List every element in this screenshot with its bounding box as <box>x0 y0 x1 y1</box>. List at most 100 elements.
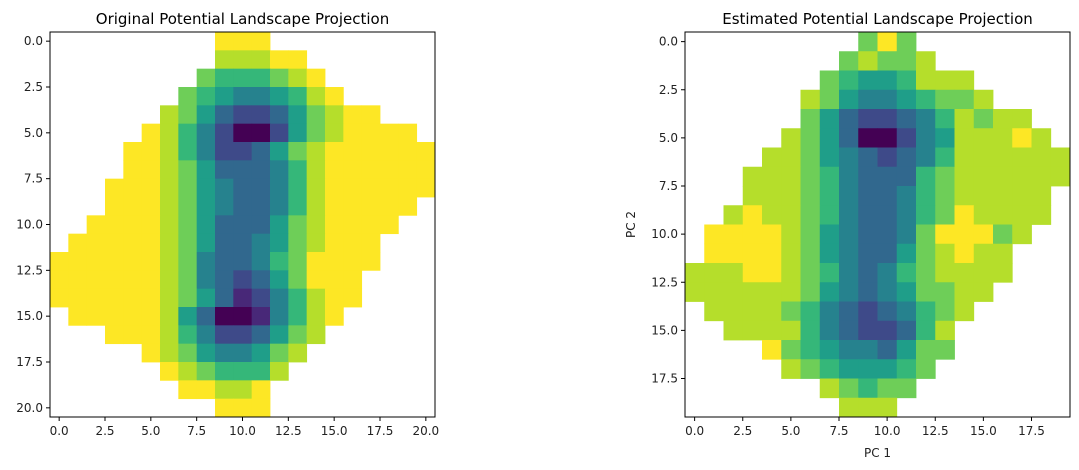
y-tick-label: 10.0 <box>16 218 43 232</box>
heatmap-cell <box>178 270 198 290</box>
heatmap-cell <box>800 243 821 264</box>
heatmap-cell <box>196 87 216 106</box>
y-tick-label: 15.0 <box>16 309 43 323</box>
heatmap-cell <box>877 205 898 225</box>
heatmap-cell <box>178 288 198 308</box>
heatmap-cell <box>325 270 344 290</box>
heatmap-cell <box>1031 128 1052 148</box>
heatmap-cell <box>819 320 840 341</box>
heatmap-cell <box>325 215 344 235</box>
heatmap-cell <box>361 178 381 198</box>
heatmap-cell <box>819 282 840 302</box>
heatmap-cell <box>819 301 840 322</box>
heatmap-cell <box>742 282 763 302</box>
heatmap-cell <box>896 70 917 91</box>
heatmap-cell <box>877 147 898 168</box>
heatmap-cell <box>993 224 1013 245</box>
heatmap-cell <box>251 87 271 106</box>
x-axis-label: PC 1 <box>864 446 891 460</box>
heatmap-cell <box>178 142 198 161</box>
heatmap-cell <box>288 325 308 345</box>
heatmap-cell <box>215 398 234 418</box>
heatmap-cell <box>916 147 936 168</box>
heatmap-cell <box>723 301 744 322</box>
axes-frame <box>684 31 1071 418</box>
x-tick-label: 20.0 <box>412 424 439 438</box>
heatmap-cell <box>380 142 399 161</box>
heatmap-cell <box>141 288 161 308</box>
heatmap-cell <box>935 205 955 225</box>
heatmap-cell <box>819 340 840 360</box>
heatmap-cell <box>270 160 289 180</box>
heatmap-cell <box>361 142 381 161</box>
heatmap-cell <box>251 105 271 125</box>
heatmap-cell <box>819 243 840 264</box>
heatmap-cell <box>361 123 381 143</box>
heatmap-cell <box>954 166 975 187</box>
heatmap-cell <box>916 205 936 225</box>
heatmap-cell <box>160 362 179 381</box>
heatmap-cell <box>270 197 289 216</box>
x-tick-label: 0.0 <box>685 424 704 438</box>
heatmap-cell <box>270 307 289 326</box>
heatmap-cell <box>270 123 289 143</box>
heatmap-cell <box>68 307 88 326</box>
heatmap-cell <box>742 263 763 283</box>
heatmap-cell <box>896 243 917 264</box>
heatmap-cell <box>858 340 878 360</box>
heatmap-cell <box>361 215 381 235</box>
heatmap-cell <box>800 359 821 379</box>
heatmap-cell <box>723 320 744 341</box>
heatmap-cell <box>251 178 271 198</box>
heatmap-cell <box>68 233 88 253</box>
heatmap-cell <box>839 397 859 418</box>
heatmap-cell <box>858 378 878 399</box>
heatmap-cell <box>233 215 253 235</box>
heatmap-cell <box>800 186 821 206</box>
heatmap-cell <box>251 325 271 345</box>
heatmap-cell <box>877 378 898 399</box>
heatmap-cell <box>196 288 216 308</box>
heatmap-cell <box>251 288 271 308</box>
heatmap-cell <box>1012 186 1032 206</box>
heatmap-cell <box>306 178 326 198</box>
heatmap-cell <box>160 142 179 161</box>
heatmap-cell <box>50 270 69 290</box>
heatmap-cell <box>160 288 179 308</box>
heatmap-cell <box>954 263 975 283</box>
heatmap-cell <box>343 197 363 216</box>
heatmap-cell <box>858 205 878 225</box>
heatmap-cell <box>416 142 436 161</box>
heatmap-cell <box>954 186 975 206</box>
heatmap-cells <box>685 32 1071 418</box>
heatmap-cell <box>233 105 253 125</box>
heatmap-cell <box>343 142 363 161</box>
heatmap-cell <box>215 197 234 216</box>
heatmap-cell <box>819 70 840 91</box>
heatmap-cell <box>896 378 917 399</box>
heatmap-cell <box>800 301 821 322</box>
heatmap-cell <box>380 197 399 216</box>
heatmap-cell <box>1012 109 1032 129</box>
heatmap-cell <box>877 51 898 71</box>
heatmap-cell <box>178 233 198 253</box>
heatmap-cell <box>993 128 1013 148</box>
heatmap-cell <box>178 87 198 106</box>
heatmap-cell <box>325 288 344 308</box>
heatmap-cell <box>196 105 216 125</box>
x-tick-label: 17.5 <box>1018 424 1045 438</box>
heatmap-cell <box>196 197 216 216</box>
heatmap-cell <box>141 123 161 143</box>
heatmap-cell <box>877 282 898 302</box>
heatmap-cell <box>288 123 308 143</box>
heatmap-cell <box>742 205 763 225</box>
heatmap-cell <box>954 205 975 225</box>
heatmap-cell <box>819 147 840 168</box>
heatmap-cell <box>916 186 936 206</box>
heatmap-cell <box>306 325 326 345</box>
heatmap-cell <box>233 142 253 161</box>
heatmap-cell <box>325 123 344 143</box>
heatmap-cell <box>839 128 859 148</box>
heatmap-cell <box>877 186 898 206</box>
heatmap-cell <box>270 252 289 271</box>
